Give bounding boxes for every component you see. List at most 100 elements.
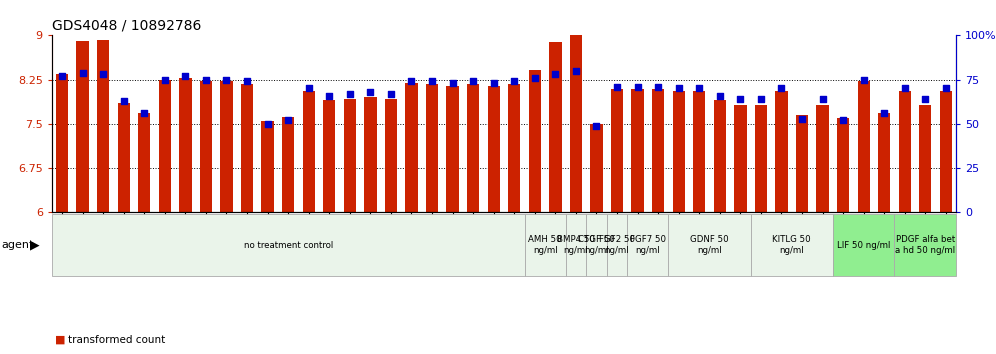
Point <box>712 93 728 98</box>
Bar <box>261 121 274 212</box>
Bar <box>939 91 952 212</box>
Point <box>732 96 748 102</box>
Point <box>794 116 810 121</box>
Bar <box>570 35 582 212</box>
Bar <box>426 84 438 212</box>
Text: GDS4048 / 10892786: GDS4048 / 10892786 <box>52 19 201 33</box>
Bar <box>652 88 664 212</box>
Text: ▶: ▶ <box>30 239 40 252</box>
Text: BMP4 50
ng/ml: BMP4 50 ng/ml <box>557 235 595 255</box>
Bar <box>220 81 233 212</box>
Bar <box>158 80 171 212</box>
Bar <box>611 88 623 212</box>
Point <box>465 79 481 84</box>
Bar <box>668 214 751 276</box>
Bar <box>179 78 191 212</box>
Bar <box>734 105 747 212</box>
Bar <box>52 214 525 276</box>
Point <box>301 86 317 91</box>
Point <box>691 86 707 91</box>
Point <box>75 70 91 75</box>
Text: CTGF 50
ng/ml: CTGF 50 ng/ml <box>578 235 615 255</box>
Point <box>116 98 131 104</box>
Bar <box>631 88 643 212</box>
Bar <box>817 105 829 212</box>
Bar <box>405 82 417 212</box>
Point <box>629 84 645 90</box>
Point <box>856 77 872 82</box>
Bar <box>549 42 562 212</box>
Point <box>198 77 214 82</box>
Point <box>260 121 276 127</box>
Bar <box>878 113 890 212</box>
Point <box>218 77 234 82</box>
Point <box>424 79 440 84</box>
Bar <box>693 91 705 212</box>
Bar <box>56 74 69 212</box>
Text: transformed count: transformed count <box>68 335 165 345</box>
Text: ■: ■ <box>55 335 66 345</box>
Bar <box>467 84 479 212</box>
Point <box>363 89 378 95</box>
Point <box>96 72 112 77</box>
Bar <box>607 214 627 276</box>
Point <box>670 86 686 91</box>
Bar <box>323 100 336 212</box>
Point <box>876 110 892 116</box>
Point <box>568 68 584 74</box>
Bar <box>138 113 150 212</box>
Bar <box>282 117 295 212</box>
Bar <box>200 81 212 212</box>
Text: LIF 50 ng/ml: LIF 50 ng/ml <box>837 241 890 250</box>
Bar <box>384 99 397 212</box>
Point <box>650 84 666 90</box>
Point <box>753 96 769 102</box>
Text: KITLG 50
ng/ml: KITLG 50 ng/ml <box>773 235 811 255</box>
Bar <box>525 214 566 276</box>
Bar <box>919 105 931 212</box>
Bar <box>118 103 129 212</box>
Point <box>589 123 605 129</box>
Bar <box>344 99 356 212</box>
Point <box>506 79 522 84</box>
Bar <box>751 214 833 276</box>
Bar <box>858 81 870 212</box>
Point <box>403 79 419 84</box>
Bar <box>487 86 500 212</box>
Text: GDNF 50
ng/ml: GDNF 50 ng/ml <box>690 235 729 255</box>
Bar <box>775 91 788 212</box>
Point <box>382 91 398 97</box>
Bar <box>303 91 315 212</box>
Point <box>917 96 933 102</box>
Bar <box>833 214 894 276</box>
Point <box>835 118 851 123</box>
Point <box>815 96 831 102</box>
Bar <box>837 118 850 212</box>
Text: FGF2 50
ng/ml: FGF2 50 ng/ml <box>599 235 635 255</box>
Bar <box>755 105 767 212</box>
Bar <box>898 91 911 212</box>
Bar <box>77 41 89 212</box>
Bar <box>796 115 808 212</box>
Text: agent: agent <box>1 240 34 250</box>
Bar <box>446 86 459 212</box>
Point <box>444 80 460 86</box>
Point <box>177 73 193 79</box>
Point <box>548 72 564 77</box>
Text: AMH 50
ng/ml: AMH 50 ng/ml <box>528 235 562 255</box>
Text: no treatment control: no treatment control <box>244 241 333 250</box>
Bar <box>241 84 253 212</box>
Point <box>774 86 790 91</box>
Point <box>486 80 502 86</box>
Point <box>54 73 70 79</box>
Point <box>136 110 152 116</box>
Bar <box>587 214 607 276</box>
Point <box>157 77 173 82</box>
Bar <box>566 214 587 276</box>
Point <box>322 93 338 98</box>
Point <box>896 86 912 91</box>
Point <box>239 79 255 84</box>
Text: PDGF alfa bet
a hd 50 ng/ml: PDGF alfa bet a hd 50 ng/ml <box>895 235 955 255</box>
Point <box>609 84 625 90</box>
Bar <box>529 70 541 212</box>
